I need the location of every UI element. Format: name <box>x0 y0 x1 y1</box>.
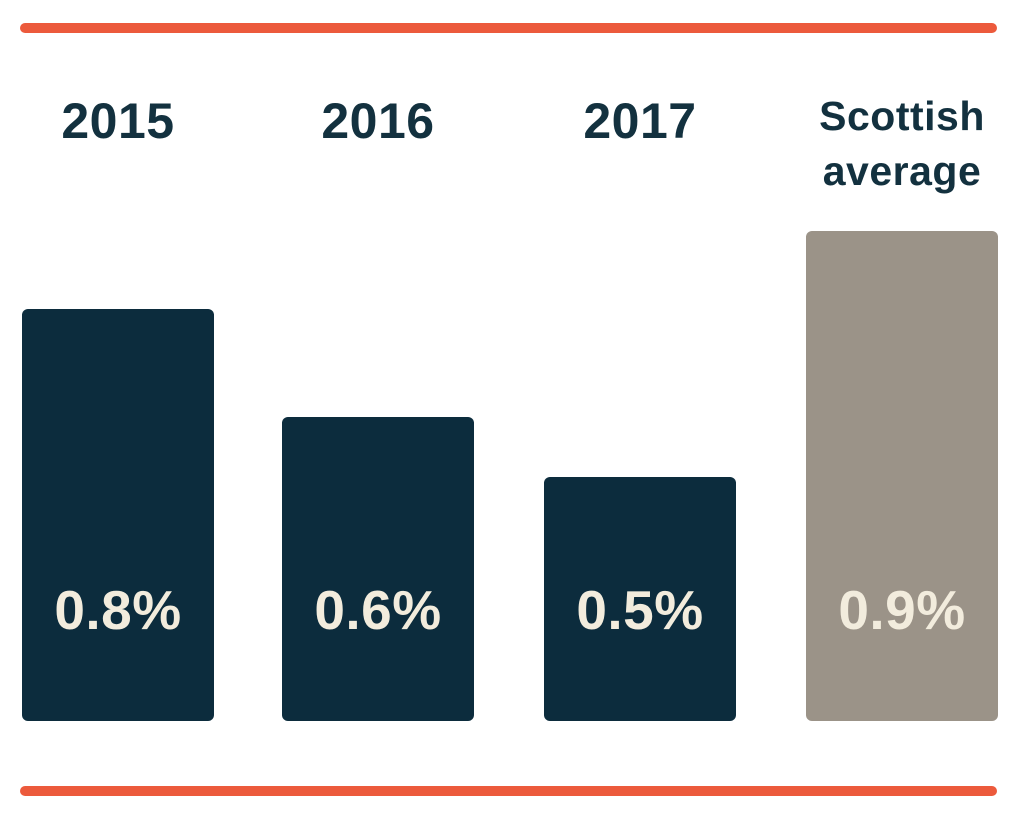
column-2015: 2015 0.8% <box>22 0 214 820</box>
column-2017: 2017 0.5% <box>544 0 736 820</box>
bottom-rule <box>20 786 997 796</box>
category-label-2017: 2017 <box>583 93 697 149</box>
category-label-2016: 2016 <box>321 93 435 149</box>
bar-scottish-average: 0.9% <box>806 231 998 721</box>
bar-value-scottish-average: 0.9% <box>838 579 966 641</box>
category-label-2015: 2015 <box>61 93 175 149</box>
bar-2015: 0.8% <box>22 309 214 721</box>
bar-value-2016: 0.6% <box>314 579 442 641</box>
column-scottish-average: Scottish average 0.9% <box>806 0 998 820</box>
top-rule <box>20 23 997 33</box>
category-label-scottish-average: Scottish average <box>819 93 985 194</box>
bar-2016: 0.6% <box>282 417 474 721</box>
column-2016: 2016 0.6% <box>282 0 474 820</box>
bar-2017: 0.5% <box>544 477 736 721</box>
bar-value-2017: 0.5% <box>576 579 704 641</box>
bar-value-2015: 0.8% <box>54 579 182 641</box>
